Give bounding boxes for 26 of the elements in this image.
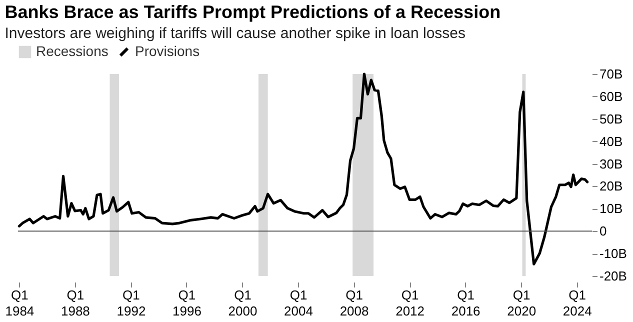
x-tick-label: Q1 2004 — [284, 288, 313, 318]
x-tick-label: Q1 1984 — [5, 288, 34, 318]
x-tick-label: Q1 1988 — [60, 288, 90, 318]
x-tick-label: Q1 2024 — [562, 288, 592, 318]
x-tick-label: Q1 1996 — [172, 288, 202, 318]
x-tick-label: Q1 2000 — [228, 288, 258, 318]
legend-label: Recessions — [36, 43, 108, 59]
x-tick-label: Q1 2008 — [340, 288, 369, 318]
y-tick-label: 60B — [600, 88, 623, 104]
y-tick-label: 70B — [600, 66, 623, 82]
chart-title: Banks Brace as Tariffs Prompt Predictions of a Recession — [4, 2, 501, 22]
legend-label: Provisions — [135, 43, 200, 59]
y-tick-label: 40B — [600, 134, 623, 149]
x-tick-label: Q1 2020 — [507, 288, 536, 318]
y-tick-label: 30B — [600, 156, 623, 172]
y-tick-label: -20B — [600, 268, 627, 284]
x-tick-label: Q1 2012 — [396, 288, 425, 318]
line-series — [18, 72, 589, 266]
y-tick-label: -10B — [600, 246, 627, 262]
y-tick-label: 50B — [600, 111, 623, 126]
y-tick-label: 20B — [600, 178, 623, 194]
y-tick-label: 10B — [600, 201, 623, 216]
x-tick-label: Q1 1992 — [116, 288, 146, 318]
y-tick-label: 0 — [600, 224, 607, 239]
chart-subtitle: Investors are weighing if tariffs will cause another spike in loan losses — [4, 25, 466, 42]
x-tick-label: Q1 2016 — [451, 288, 480, 318]
